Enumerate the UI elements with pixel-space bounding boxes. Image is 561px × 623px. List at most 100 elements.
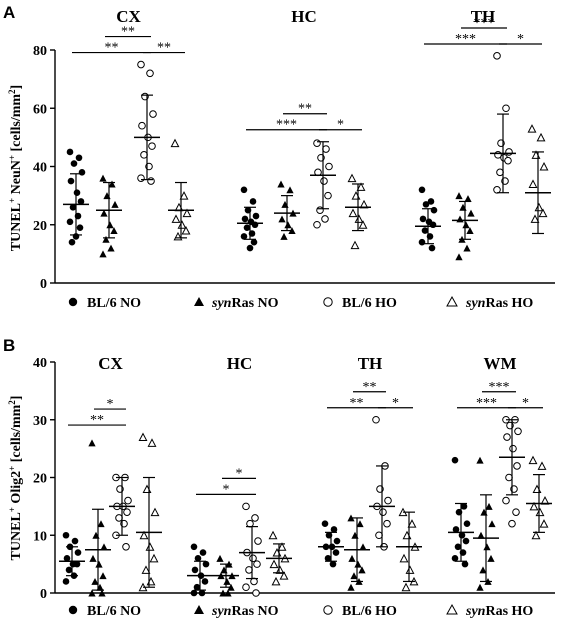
data-point xyxy=(429,221,437,229)
legend-marker-open-circle xyxy=(323,297,333,307)
data-point xyxy=(242,502,250,511)
data-point xyxy=(190,543,198,551)
data-point xyxy=(476,583,484,591)
data-point xyxy=(69,203,77,211)
series-1 xyxy=(274,180,300,240)
data-point xyxy=(348,208,358,218)
significance-label: ** xyxy=(363,380,377,395)
data-point xyxy=(530,214,540,223)
data-point xyxy=(430,206,438,214)
data-point xyxy=(62,578,70,585)
data-point xyxy=(191,566,199,574)
data-point xyxy=(250,238,258,246)
legend-marker-filled-circle xyxy=(68,297,78,307)
data-point xyxy=(240,186,248,194)
data-point xyxy=(181,226,191,235)
data-point xyxy=(407,519,417,528)
data-point xyxy=(147,177,155,185)
region-hc: HC****** xyxy=(237,7,371,252)
y-tick-label: 20 xyxy=(33,219,47,234)
data-point xyxy=(330,526,338,533)
significance-label: ** xyxy=(298,102,312,117)
data-point xyxy=(488,520,496,528)
data-point xyxy=(243,224,251,231)
data-point xyxy=(171,214,181,223)
series-1 xyxy=(473,456,499,591)
panel-b-letter: B xyxy=(3,336,15,355)
data-point xyxy=(504,156,512,165)
series-2 xyxy=(239,502,265,597)
data-point xyxy=(452,526,460,533)
data-point xyxy=(485,502,493,510)
region-cx: CX *** xyxy=(59,354,162,597)
region-title: TH xyxy=(358,354,383,373)
data-point xyxy=(463,244,471,252)
data-point xyxy=(240,233,248,240)
data-point xyxy=(463,520,471,527)
region-cx: CX****** xyxy=(63,7,194,258)
data-point xyxy=(269,559,279,569)
data-point xyxy=(177,220,187,229)
region-title: CX xyxy=(116,7,141,26)
significance-bracket: ** xyxy=(105,25,151,40)
data-point xyxy=(147,438,157,447)
data-point xyxy=(347,173,357,183)
data-point xyxy=(383,519,391,528)
data-point xyxy=(70,160,78,167)
data-point xyxy=(245,566,253,574)
significance-label: *** xyxy=(455,32,476,47)
data-point xyxy=(350,240,360,250)
data-point xyxy=(483,543,491,551)
data-point xyxy=(254,537,262,545)
legend-label-bl6-ho: BL/6 HO xyxy=(342,296,397,311)
data-point xyxy=(422,201,430,208)
series-2 xyxy=(369,415,395,551)
data-point xyxy=(379,508,387,516)
significance-bracket: *** xyxy=(461,16,507,31)
data-point xyxy=(249,554,257,563)
significance-label: ** xyxy=(350,396,364,411)
series-3 xyxy=(526,455,552,540)
data-point xyxy=(372,415,380,424)
region-title: HC xyxy=(227,354,253,373)
data-point xyxy=(170,138,180,148)
significance-bracket: ** xyxy=(72,41,151,56)
data-point xyxy=(534,202,544,212)
series-1 xyxy=(344,514,370,591)
data-point xyxy=(91,577,99,585)
data-point xyxy=(74,549,82,556)
data-point xyxy=(399,553,409,563)
legend-marker-open-triangle xyxy=(446,295,458,307)
data-point xyxy=(329,560,337,568)
data-point xyxy=(322,145,330,153)
data-point xyxy=(110,227,118,235)
significance-label: * xyxy=(392,396,399,411)
data-point xyxy=(88,439,96,447)
data-point xyxy=(451,456,459,464)
significance-label: * xyxy=(517,32,524,47)
significance-bracket: *** xyxy=(424,32,507,47)
data-point xyxy=(460,503,468,510)
data-point xyxy=(313,220,321,229)
data-point xyxy=(502,496,510,505)
significance-label: * xyxy=(236,466,243,481)
significance-bracket: ** xyxy=(327,396,386,411)
significance-bracket: * xyxy=(319,118,362,133)
data-point xyxy=(538,208,548,218)
data-point xyxy=(418,238,426,246)
data-point xyxy=(356,520,364,528)
data-point xyxy=(268,530,278,540)
data-point xyxy=(202,560,210,568)
data-point xyxy=(198,589,206,597)
series-3 xyxy=(136,432,162,592)
data-point xyxy=(467,209,475,217)
significance-label: *** xyxy=(476,396,497,411)
significance-bracket: * xyxy=(196,482,256,497)
significance-bracket: ** xyxy=(68,413,126,428)
data-point xyxy=(88,589,96,597)
series-1 xyxy=(96,174,122,258)
significance-bracket: * xyxy=(222,466,256,481)
data-point xyxy=(75,154,83,162)
data-point xyxy=(99,250,107,258)
series-2 xyxy=(310,139,336,229)
